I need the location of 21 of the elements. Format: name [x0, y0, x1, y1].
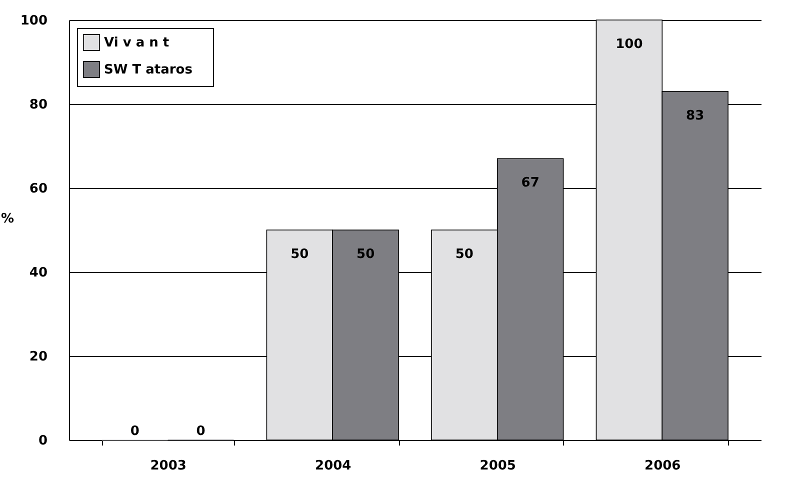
- legend-label: SW T ataros: [104, 62, 193, 78]
- data-label: 0: [196, 424, 206, 439]
- y-tick-label: 20: [29, 350, 48, 364]
- y-tick-label: 100: [20, 14, 48, 28]
- data-label: 0: [130, 424, 140, 439]
- y-axis-title: %: [0, 212, 14, 226]
- y-tick-label: 40: [29, 266, 48, 280]
- x-tick-label: 2003: [150, 458, 186, 474]
- data-label: 50: [455, 247, 474, 262]
- y-tick-label: 0: [38, 434, 48, 448]
- x-tick-label: 2006: [644, 458, 681, 474]
- data-label: 67: [521, 176, 540, 191]
- data-label: 100: [616, 37, 643, 52]
- data-label: 83: [686, 108, 704, 124]
- x-tick-label: 2005: [480, 458, 516, 474]
- legend-label: Vi v a n t: [104, 36, 170, 50]
- data-label: 50: [356, 247, 375, 262]
- data-label: 50: [290, 247, 309, 262]
- y-tick-label: 80: [29, 98, 48, 112]
- x-tick-label: 2004: [315, 458, 352, 474]
- y-tick-label: 60: [29, 182, 48, 196]
